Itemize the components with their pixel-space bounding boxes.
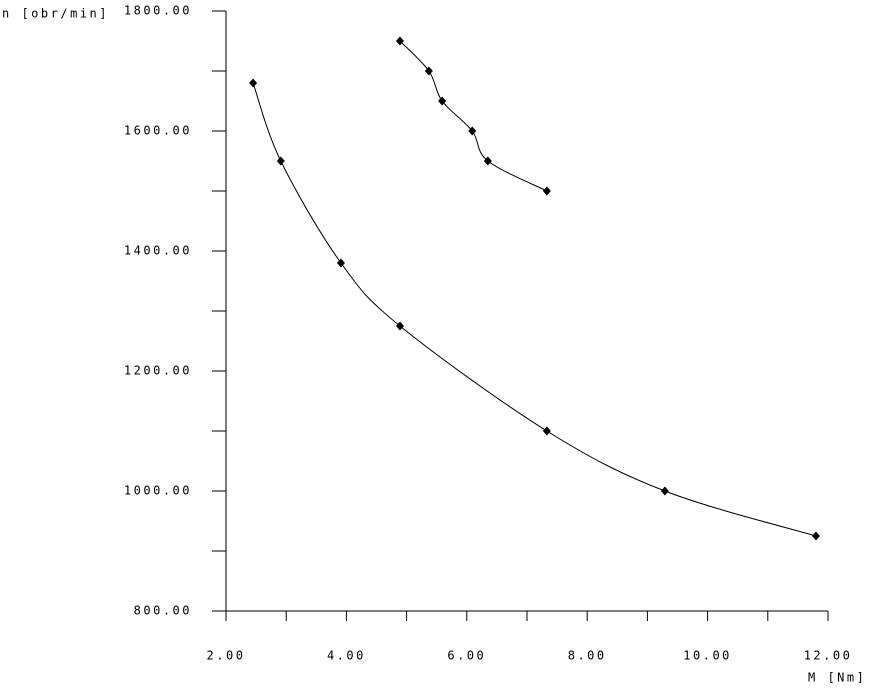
point <box>249 78 258 88</box>
x-tick-label: 4.00 <box>327 649 366 663</box>
y-tick-label: 1800.00 <box>124 4 192 18</box>
point <box>811 531 820 541</box>
curve <box>252 82 817 537</box>
point <box>660 486 669 496</box>
point <box>468 126 477 136</box>
x-tick-label: 12.00 <box>804 649 853 663</box>
x-axis-label: M [Nm] <box>808 671 866 685</box>
point <box>438 96 447 106</box>
y-tick-label: 1000.00 <box>124 484 192 498</box>
point <box>395 36 404 46</box>
point <box>542 186 551 196</box>
x-tick-label: 8.00 <box>568 649 607 663</box>
curve <box>399 40 548 192</box>
y-tick-label: 1400.00 <box>124 244 192 258</box>
point <box>542 426 551 436</box>
y-tick-label: 800.00 <box>134 604 192 618</box>
y-tick-label: 1600.00 <box>124 124 192 138</box>
point <box>483 156 492 166</box>
y-tick-label: 1200.00 <box>124 364 192 378</box>
x-tick-label: 6.00 <box>447 649 486 663</box>
point <box>395 321 404 331</box>
x-tick-label: 2.00 <box>207 649 246 663</box>
point <box>424 66 433 76</box>
point <box>336 258 345 268</box>
point <box>276 156 285 166</box>
y-axis-label: n [obr/min] <box>2 7 109 21</box>
x-tick-label: 10.00 <box>683 649 732 663</box>
